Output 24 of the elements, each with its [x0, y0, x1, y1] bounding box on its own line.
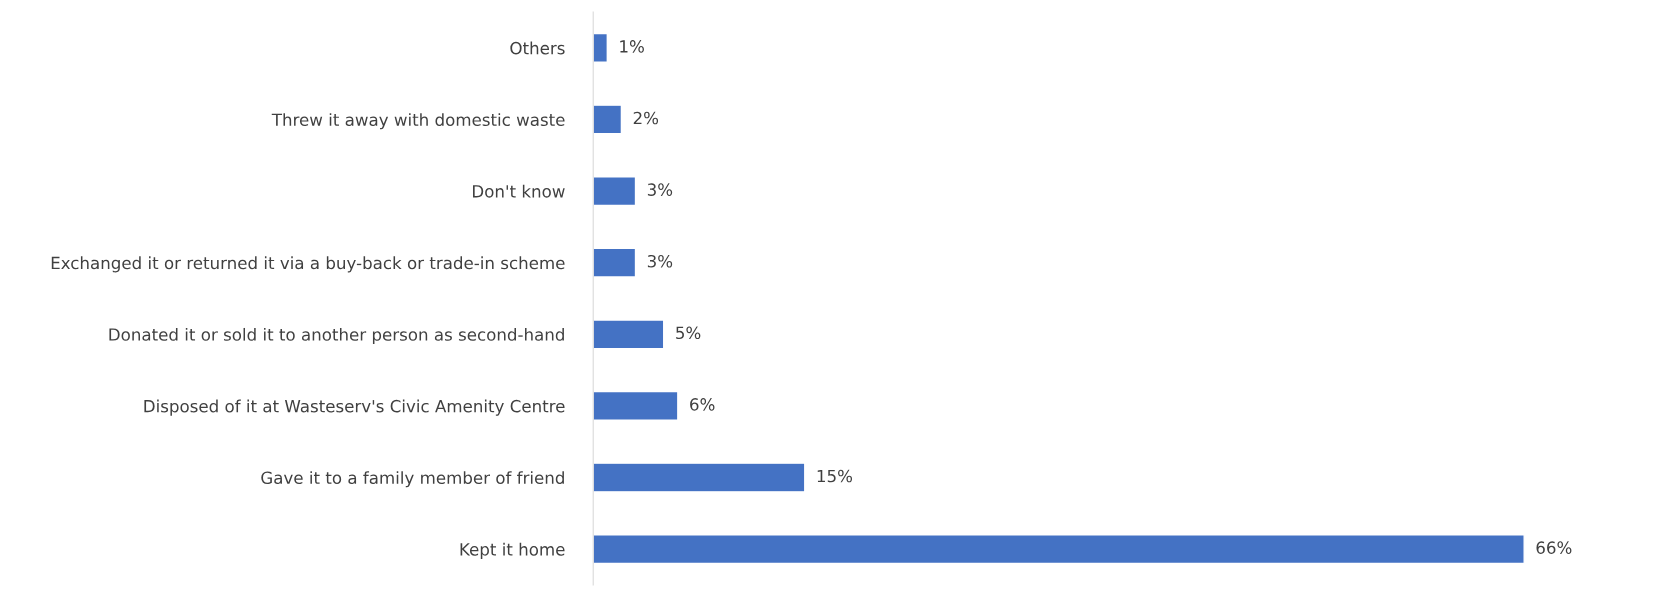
bar	[593, 462, 806, 493]
y-tick-label: Disposed of it at Wasteserv's Civic Amenity Centre	[144, 399, 565, 416]
data-label: 15%	[817, 469, 853, 483]
data-label: 6%	[690, 398, 715, 411]
data-label: 2%	[633, 111, 659, 125]
bar	[593, 104, 623, 135]
bar	[593, 247, 637, 278]
data-label: 3%	[647, 183, 673, 196]
data-label: 1%	[620, 40, 644, 53]
bar	[593, 319, 665, 350]
bar	[593, 390, 679, 421]
bar	[593, 32, 609, 63]
y-tick-label: Don't know	[473, 184, 565, 198]
y-tick-label: Donated it or sold it to another person as second-hand	[109, 327, 564, 345]
y-tick-label: Gave it to a family member of friend	[261, 471, 564, 488]
data-label: 66%	[1536, 541, 1572, 554]
data-label: 3%	[647, 254, 673, 268]
bar	[593, 534, 1525, 565]
data-label: 5%	[676, 326, 701, 340]
y-tick-label: Others	[510, 41, 565, 55]
y-tick-label: Threw it away with domestic waste	[271, 113, 565, 130]
y-tick-label: Kept it home	[460, 542, 565, 559]
bar	[593, 176, 637, 207]
y-tick-label: Exchanged it or returned it via a buy-back or trade-in scheme	[51, 256, 565, 273]
